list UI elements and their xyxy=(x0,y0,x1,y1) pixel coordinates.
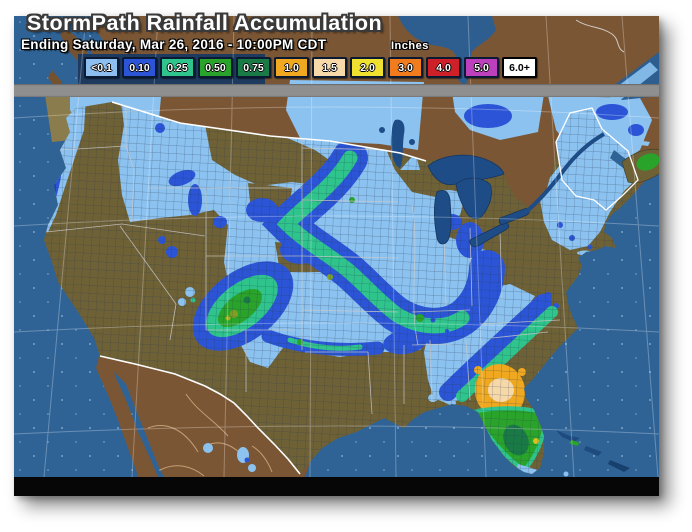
legend-swatch: 4.0 xyxy=(426,57,461,78)
great-lakes xyxy=(379,119,605,248)
legend-swatch: 0.75 xyxy=(236,57,271,78)
legend-swatch-label: 1.0 xyxy=(284,61,299,74)
footer-bar xyxy=(14,477,659,496)
lake-winnipeg xyxy=(390,119,405,168)
legend-swatch: 2.0 xyxy=(350,57,385,78)
legend-swatch-label: 2.0 xyxy=(360,61,375,74)
units-label: Inches xyxy=(391,40,429,52)
us-mexico-border xyxy=(99,355,301,475)
hudson-bay xyxy=(398,16,496,85)
legend-swatch: 0.10 xyxy=(122,57,157,78)
legend-swatch: 3.0 xyxy=(388,57,423,78)
legend-swatch: <0.1 xyxy=(84,57,119,78)
legend-swatch-label: 5.0 xyxy=(474,61,489,74)
us-canada-border xyxy=(111,101,427,162)
legend-swatch-label: 0.10 xyxy=(129,61,150,74)
national-borders xyxy=(99,19,639,475)
legend-swatch: 6.0+ xyxy=(502,57,537,78)
page-title: StormPath Rainfall Accumulation xyxy=(27,11,383,35)
state-borders xyxy=(45,102,561,415)
legend-swatch-label: <0.1 xyxy=(91,61,112,74)
maine-outline xyxy=(555,107,639,211)
legend-swatch: 5.0 xyxy=(464,57,499,78)
valid-time-label: Ending Saturday, Mar 26, 2016 - 10:00PM … xyxy=(21,37,327,52)
legend-swatch: 1.5 xyxy=(312,57,347,78)
legend-swatch-label: 1.5 xyxy=(322,61,337,74)
legend-swatch-label: 0.25 xyxy=(167,61,188,74)
legend-swatch-label: 4.0 xyxy=(436,61,451,74)
legend: <0.1 0.10 0.25 0.50 0.75 1.0 1.5 2.0 3.0 4.0 5.0 6.… xyxy=(84,57,537,78)
bc-coast-range xyxy=(44,86,76,142)
legend-swatch-label: 6.0+ xyxy=(509,61,530,74)
islands xyxy=(556,430,630,477)
legend-swatch-label: 0.75 xyxy=(243,61,264,74)
legend-swatch-label: 3.0 xyxy=(398,61,413,74)
legend-swatch: 0.50 xyxy=(198,57,233,78)
map-image xyxy=(14,16,659,496)
quebec-border xyxy=(575,19,625,53)
legend-swatch-label: 0.50 xyxy=(205,61,226,74)
divider-band xyxy=(14,84,659,97)
maritimes xyxy=(610,140,659,184)
rainfall-map xyxy=(14,16,659,496)
mexico-precipitation xyxy=(203,443,256,472)
legend-swatch: 0.25 xyxy=(160,57,195,78)
legend-swatch: 1.0 xyxy=(274,57,309,78)
